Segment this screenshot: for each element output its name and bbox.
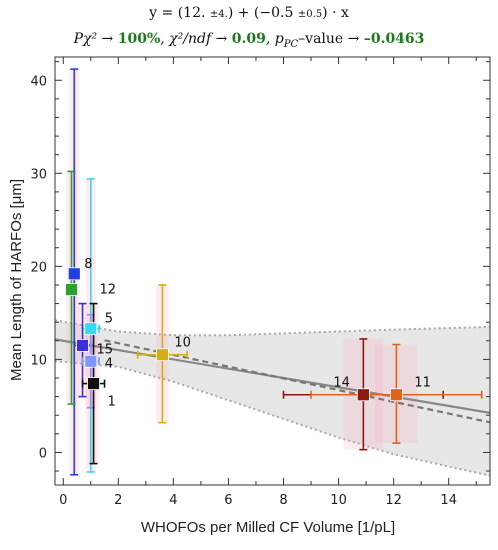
data-point-8 [67,267,81,281]
data-point-4 [84,354,98,368]
point-label-8: 8 [84,257,92,272]
fit-statistics: Pχ² → 100%, χ²/ndf → 0.09, pPC–value → –… [73,31,425,50]
point-label-4: 4 [105,356,113,371]
y-tick-label: 30 [30,167,47,182]
data-point-5 [84,322,98,336]
data-point-11 [389,388,403,402]
data-point-14 [356,388,370,402]
y-tick-label: 0 [39,446,47,461]
chi2-ndf-value: 0.09 [231,31,266,47]
x-tick-label: 10 [330,493,347,508]
x-tick-label: 4 [169,493,177,508]
plot-frame [54,56,491,486]
x-tick-label: 2 [114,493,122,508]
point-label-15: 15 [97,342,114,357]
fit-equation: y = (12. ±4.) + (−0.5 ±0.5) · x [149,5,349,21]
y-tick-label: 10 [30,353,47,368]
point-label-5: 5 [105,312,113,327]
point-label-10: 10 [174,336,191,351]
x-tick-label: 14 [440,493,457,508]
data-point-10 [155,348,169,362]
y-axis-label: Mean Length of HARFOs [μm] [8,179,25,381]
x-axis-label: WHOFOs per Milled CF Volume [1/pL] [141,519,395,536]
p-pc-value: –0.0463 [363,31,425,47]
point-label-11: 11 [414,376,431,391]
data-point-1 [87,377,100,390]
p-chi2-value: 100% [117,31,161,47]
x-tick-label: 0 [59,493,67,508]
y-tick-label: 40 [30,74,47,89]
point-label-14: 14 [333,376,350,391]
data-point-12 [65,283,78,297]
fit-band-upper-line [54,319,491,337]
x-tick-label: 8 [279,493,287,508]
x-tick-label: 12 [385,493,402,508]
y-tick-label: 20 [30,260,47,275]
x-tick-label: 6 [224,493,232,508]
point-label-1: 1 [108,395,116,410]
point-label-12: 12 [100,283,117,298]
data-point-15 [76,339,89,352]
